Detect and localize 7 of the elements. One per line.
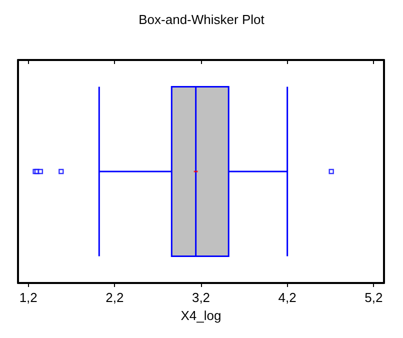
x-tick-label: 3,2: [192, 290, 210, 305]
x-tick-label: 1,2: [19, 290, 38, 305]
x-axis-title: X4_log: [180, 308, 222, 323]
x-tick-label: 4,2: [278, 290, 296, 305]
chart-title: Box-and-Whisker Plot: [138, 12, 265, 27]
x-tick-label: 2,2: [106, 290, 124, 305]
x-tick-label: 5,2: [364, 290, 383, 305]
